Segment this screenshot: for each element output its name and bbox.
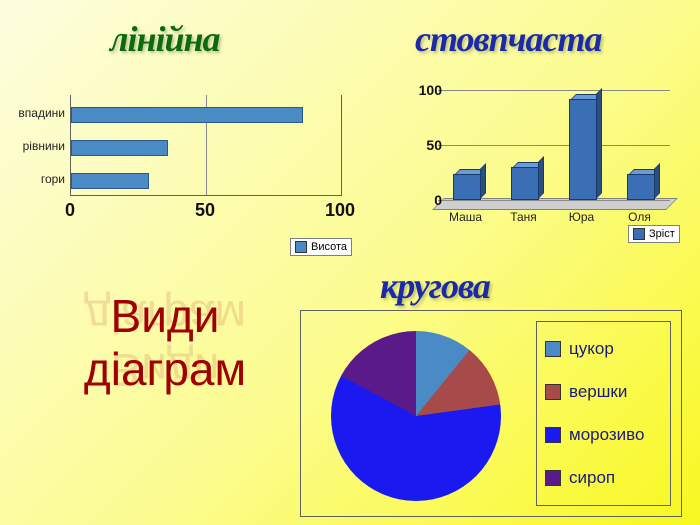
- title-column: стовпчаста: [415, 18, 602, 60]
- vbar-bar: [569, 99, 597, 200]
- vbar-category-label: Таня: [510, 210, 537, 224]
- pie-legend-row: цукор: [545, 339, 662, 359]
- vbar-bar: [453, 174, 481, 200]
- vbar-category-label: Оля: [628, 210, 651, 224]
- pie-legend-swatch: [545, 384, 561, 400]
- pie-legend-label: морозиво: [569, 425, 644, 445]
- vbar-legend: Зріст: [628, 225, 680, 243]
- pie-chart: [331, 331, 501, 501]
- vbar-chart: 050100МашаТаняЮраОля: [400, 90, 680, 240]
- hbar-category-label: рівнини: [10, 139, 65, 153]
- hbar-chart: впадинирівнинигори050100: [10, 95, 350, 245]
- vbar-plot-area: [438, 90, 670, 200]
- hbar-legend-swatch: [295, 241, 307, 253]
- hbar-xtick: 50: [195, 200, 215, 221]
- vbar-gridline: [438, 90, 670, 91]
- main-title: Види діаграм Види діаграм: [35, 290, 295, 396]
- pie-legend-row: морозиво: [545, 425, 662, 445]
- hbar-category-label: гори: [10, 172, 65, 186]
- vbar-bar: [511, 167, 539, 200]
- pie-legend-swatch: [545, 470, 561, 486]
- vbar-ytick: 50: [426, 137, 442, 153]
- pie-legend-row: сироп: [545, 468, 662, 488]
- vbar-category-label: Маша: [449, 210, 482, 224]
- pie-legend-label: сироп: [569, 468, 615, 488]
- hbar-bar: [71, 140, 168, 156]
- vbar-ytick: 100: [419, 82, 442, 98]
- pie-legend-row: вершки: [545, 382, 662, 402]
- vbar-legend-swatch: [633, 228, 645, 240]
- vbar-legend-label: Зріст: [649, 228, 675, 240]
- title-linear: лінійна: [110, 18, 219, 60]
- hbar-bar: [71, 173, 149, 189]
- pie-legend-swatch: [545, 427, 561, 443]
- hbar-category-label: впадини: [10, 106, 65, 120]
- pie-chart-panel: цукор вершки морозиво сироп: [300, 310, 682, 517]
- pie-legend-label: цукор: [569, 339, 614, 359]
- vbar-bar: [627, 174, 655, 200]
- vbar-category-label: Юра: [569, 210, 594, 224]
- pie-legend: цукор вершки морозиво сироп: [536, 321, 671, 506]
- pie-legend-label: вершки: [569, 382, 627, 402]
- hbar-plot-area: [70, 95, 342, 196]
- hbar-bar: [71, 107, 303, 123]
- hbar-xtick: 100: [325, 200, 355, 221]
- title-pie: кругова: [380, 265, 490, 307]
- pie-legend-swatch: [545, 341, 561, 357]
- hbar-legend-label: Висота: [311, 241, 347, 253]
- vbar-gridline: [438, 200, 670, 201]
- hbar-legend: Висота: [290, 238, 352, 256]
- hbar-xtick: 0: [65, 200, 75, 221]
- vbar-gridline: [438, 145, 670, 146]
- vbar-ytick: 0: [434, 192, 442, 208]
